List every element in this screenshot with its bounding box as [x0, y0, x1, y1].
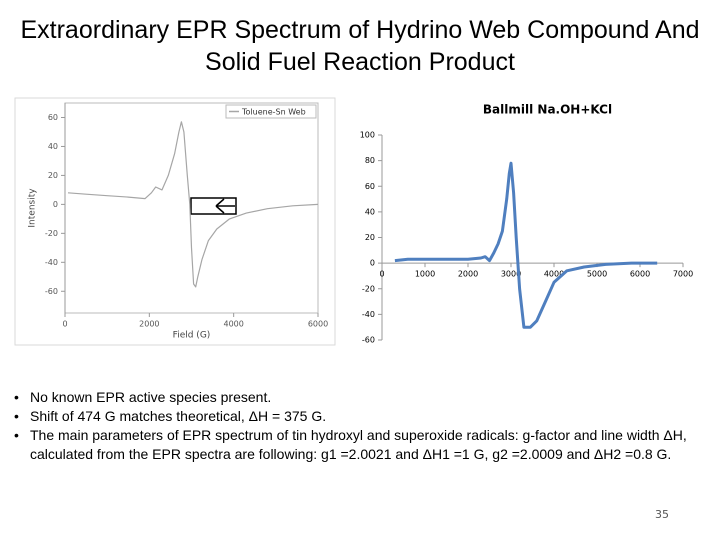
x-tick-label: 3000 — [501, 270, 521, 279]
y-tick-label: 40 — [365, 207, 375, 216]
x-tick-label: 2000 — [139, 320, 159, 329]
y-tick-label: -60 — [362, 336, 375, 345]
y-tick-label: 100 — [360, 131, 375, 140]
y-tick-label: 20 — [48, 171, 58, 180]
x-tick-label: 1000 — [415, 270, 435, 279]
y-tick-label: 20 — [365, 233, 375, 242]
bullet-list: No known EPR active species present.Shif… — [10, 388, 720, 464]
x-tick-label: 2000 — [458, 270, 478, 279]
y-tick-label: -20 — [362, 284, 375, 293]
y-tick-label: 80 — [365, 156, 375, 165]
x-tick-label: 4000 — [544, 270, 564, 279]
y-tick-label: -20 — [45, 229, 58, 238]
bullet: No known EPR active species present. — [14, 388, 720, 407]
y-tick-label: -40 — [362, 310, 375, 319]
x-tick-label: 5000 — [587, 270, 607, 279]
bullet: The main parameters of EPR spectrum of t… — [14, 426, 720, 464]
legend-box — [225, 104, 317, 119]
arrow-box — [190, 197, 237, 215]
y-axis-label: Intensity — [28, 188, 38, 228]
arrow — [215, 198, 235, 214]
chart-title: Ballmill Na.OH+KCl — [483, 103, 612, 117]
x-tick-label: 6000 — [308, 320, 328, 329]
data-line — [394, 161, 658, 329]
data-line — [67, 121, 319, 288]
y-tick-label: 0 — [370, 259, 375, 268]
x-tick-label: 7000 — [673, 270, 693, 279]
x-tick-label: 4000 — [223, 320, 243, 329]
y-tick-label: -40 — [45, 258, 58, 267]
left-panel — [14, 97, 336, 346]
y-tick-label: -60 — [45, 287, 58, 296]
bullet: Shift of 474 G matches theoretical, ΔH =… — [14, 407, 720, 426]
x-tick-label: 0 — [379, 270, 384, 279]
page-number: 35 — [655, 508, 669, 521]
x-tick-label: 0 — [62, 320, 67, 329]
y-tick-label: 60 — [365, 182, 375, 191]
y-tick-label: 60 — [48, 113, 58, 122]
x-tick-label: 6000 — [630, 270, 650, 279]
slide-title: Extraordinary EPR Spectrum of Hydrino We… — [20, 16, 700, 76]
legend-label: Toluene-Sn Web — [241, 108, 306, 117]
x-axis-label: Field (G) — [173, 331, 211, 341]
y-tick-label: 40 — [48, 142, 58, 151]
y-tick-label: 0 — [53, 200, 58, 209]
